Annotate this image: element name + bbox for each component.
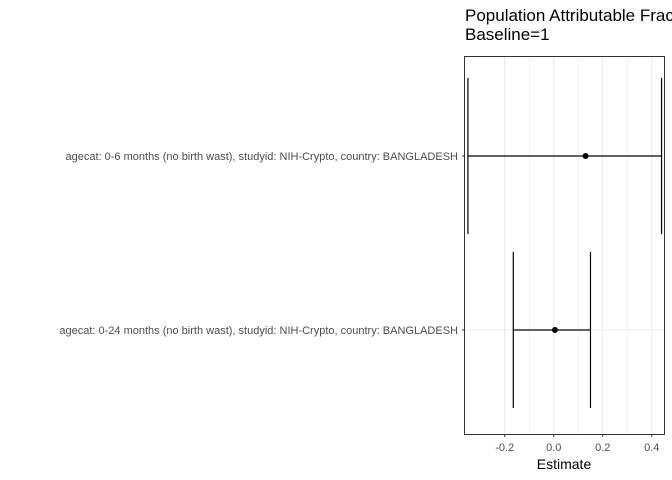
estimate-point [551, 327, 558, 333]
grid-lines [465, 57, 664, 434]
chart-title-line-2: Baseline=1 [465, 25, 550, 44]
panel-border [464, 56, 665, 435]
x-tick-label: 0.2 [595, 442, 610, 454]
y-category-label: agecat: 0-24 months (no birth wast), stu… [59, 325, 458, 337]
y-category-label: agecat: 0-6 months (no birth wast), stud… [66, 151, 459, 163]
chart-title-line-1: Population Attributable Fraction, [465, 6, 672, 25]
x-tick-label: -0.2 [495, 442, 514, 454]
plot-marks [467, 78, 663, 408]
x-tick-label: 0.4 [644, 442, 659, 454]
axes: agecat: 0-6 months (no birth wast), stud… [59, 151, 659, 454]
estimate-point [582, 153, 589, 159]
x-tick-label: 0.0 [546, 442, 561, 454]
x-axis-title: Estimate [537, 456, 592, 472]
